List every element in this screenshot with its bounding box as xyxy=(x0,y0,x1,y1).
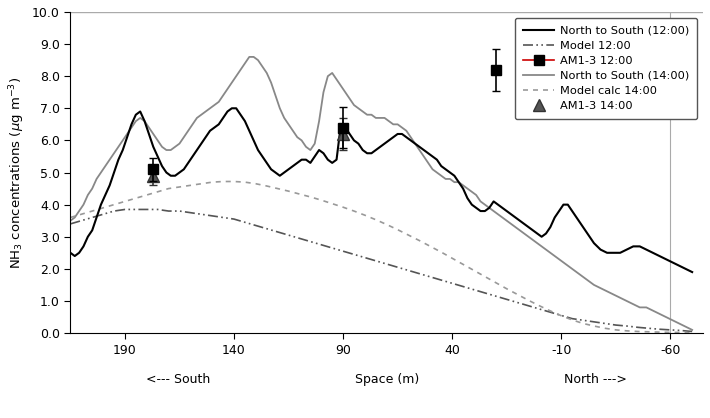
Y-axis label: NH$_3$ concentrations ($\mu$g m$^{-3}$): NH$_3$ concentrations ($\mu$g m$^{-3}$) xyxy=(7,76,26,269)
Legend: North to South (12:00), Model 12:00, AM1-3 12:00, North to South (14:00), Model : North to South (12:00), Model 12:00, AM1… xyxy=(515,18,697,119)
Text: Space (m): Space (m) xyxy=(354,373,419,386)
Text: North --->: North ---> xyxy=(564,373,627,386)
Text: <--- South: <--- South xyxy=(146,373,210,386)
